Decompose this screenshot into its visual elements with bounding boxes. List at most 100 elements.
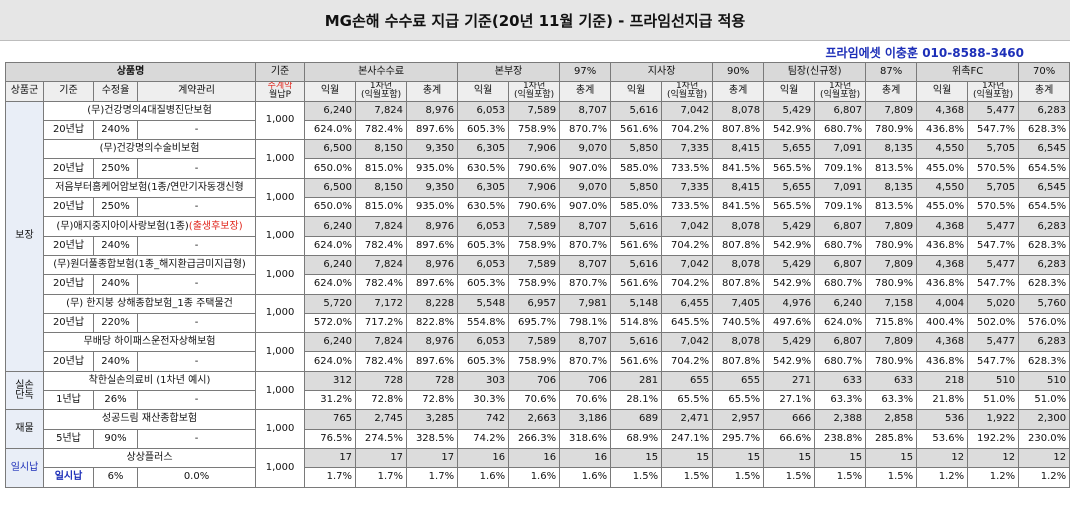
amount-cell: 7,906 [508, 177, 561, 199]
product-name-cell: 성공드림 재산종합보험 [42, 409, 257, 430]
amount-cell: 5,429 [763, 332, 816, 353]
percent-cell: 715.8% [865, 312, 918, 334]
percent-cell: 624.0% [304, 235, 357, 256]
percent-cell: 782.4% [355, 351, 408, 372]
amount-cell: 4,368 [916, 254, 969, 276]
amount-cell: 4,368 [916, 100, 969, 121]
percent-cell: 561.6% [610, 274, 663, 295]
amount-cell: 633 [814, 370, 867, 392]
amount-cell: 218 [916, 370, 969, 392]
amount-cell: 6,240 [304, 216, 357, 237]
percent-cell: 455.0% [916, 158, 969, 179]
basis-cell: 5년납 [43, 428, 94, 449]
percent-cell: 907.0% [559, 158, 612, 179]
percent-cell: 1.6% [508, 467, 561, 488]
percent-cell: 247.1% [661, 428, 714, 449]
percent-cell: 572.0% [304, 312, 357, 334]
amount-cell: 5,148 [610, 293, 663, 314]
amount-cell: 2,663 [508, 409, 561, 430]
percent-cell: 72.8% [406, 390, 459, 411]
percent-cell: 68.9% [610, 428, 663, 449]
percent-cell: 807.8% [712, 235, 765, 256]
percent-cell: 561.6% [610, 351, 663, 372]
amount-cell: 16 [508, 447, 561, 469]
percent-cell: 1.6% [457, 467, 510, 488]
percent-cell: 285.8% [865, 428, 918, 449]
amount-cell: 5,477 [967, 100, 1020, 121]
percent-cell: 570.5% [967, 197, 1020, 218]
amount-cell: 17 [355, 447, 408, 469]
amount-cell: 8,078 [712, 100, 765, 121]
amount-cell: 655 [712, 370, 765, 392]
amount-cell: 7,824 [355, 100, 408, 121]
product-row: 무배당 하이패스운전자상해보험 1,000 6,240 7,824 8,976 6,053… [6, 332, 1070, 372]
group-label: 재물 [5, 409, 44, 449]
product-name: 착한실손의료비 (1차년 예시) [88, 374, 211, 386]
amount-cell: 6,240 [304, 332, 357, 353]
percent-cell: 561.6% [610, 119, 663, 141]
header-section-director: 본부장 [457, 61, 561, 83]
percent-cell: 624.0% [304, 274, 357, 295]
percent-cell: 907.0% [559, 197, 612, 218]
subheader-month: 익월 [916, 81, 969, 102]
contact-line: 프라임에셋 이충훈 010-8588-3460 [825, 46, 1024, 60]
amount-cell: 7,042 [661, 254, 714, 276]
amount-cell: 8,415 [712, 139, 765, 160]
percent-cell: 645.5% [661, 312, 714, 334]
amount-cell: 271 [763, 370, 816, 392]
premium-cell: 1,000 [255, 409, 306, 449]
amount-cell: 3,285 [406, 409, 459, 430]
percent-cell: 780.9% [865, 274, 918, 295]
amount-cell: 8,078 [712, 332, 765, 353]
product-name: 저음부터홈케어암보험(1종/연만기자동갱신형 [55, 181, 244, 193]
amount-cell: 4,550 [916, 177, 969, 199]
amount-cell: 5,616 [610, 332, 663, 353]
amount-cell: 16 [559, 447, 612, 469]
product-rate-row: 20년납 250% - 650.0% 815.0% 935.0% 630.5% 790.6% 9… [6, 158, 1070, 179]
amount-cell: 7,906 [508, 139, 561, 160]
amount-cell: 16 [457, 447, 510, 469]
amount-cell: 728 [406, 370, 459, 392]
percent-cell: 605.3% [457, 235, 510, 256]
header-basis: 기준 [255, 61, 306, 83]
percent-cell: 822.8% [406, 312, 459, 334]
subheader-month: 익월 [610, 81, 663, 102]
amount-cell: 1,922 [967, 409, 1020, 430]
percent-cell: 680.7% [814, 119, 867, 141]
subheader-month: 익월 [763, 81, 816, 102]
contract-cell: - [136, 274, 257, 295]
group-label: 일시납 [5, 447, 44, 488]
subheader-first-year: 1차년 (익월포함) [967, 81, 1020, 102]
header-product: 상품명 [4, 61, 257, 83]
basis-cell: 20년납 [43, 274, 94, 295]
rate-cell: 240% [93, 235, 138, 256]
premium-cell: 1,000 [255, 370, 306, 411]
percent-cell: 1.5% [610, 467, 663, 488]
amount-cell: 9,070 [559, 177, 612, 199]
product-row: (무)애지중지아이사랑보험(1종)(출생후보장) 1,000 6,240 7,824 8… [6, 216, 1070, 256]
table-body: 보장 (무)건강명의4대질병진단보험 1,000 6,240 7,824 8,976 6,0… [5, 100, 1070, 488]
basis-cell: 20년납 [43, 197, 94, 218]
amount-cell: 6,053 [457, 216, 510, 237]
amount-cell: 15 [610, 447, 663, 469]
amount-cell: 8,976 [406, 332, 459, 353]
percent-cell: 565.5% [763, 197, 816, 218]
premium-cell: 1,000 [255, 139, 306, 179]
amount-cell: 7,091 [814, 177, 867, 199]
amount-cell: 2,858 [865, 409, 918, 430]
product-name-cell: (무)원더풀종합보험(1종_해지환급금미지급형) [42, 254, 257, 276]
percent-cell: 547.7% [967, 274, 1020, 295]
subheader-premium-line1: 주계약 [267, 81, 293, 92]
percent-cell: 628.3% [1018, 235, 1070, 256]
amount-cell: 6,053 [457, 100, 510, 121]
percent-cell: 565.5% [763, 158, 816, 179]
amount-cell: 6,283 [1018, 332, 1070, 353]
percent-cell: 628.3% [1018, 274, 1070, 295]
amount-cell: 5,429 [763, 216, 816, 237]
premium-cell: 1,000 [255, 100, 306, 141]
percent-cell: 1.7% [406, 467, 459, 488]
product-rate-row: 5년납 90% - 76.5% 274.5% 328.5% 74.2% 266.3% 318.6… [6, 428, 1070, 449]
percent-cell: 758.9% [508, 119, 561, 141]
subheader-first-year: 1차년 (익월포함) [508, 81, 561, 102]
percent-cell: 815.0% [355, 158, 408, 179]
